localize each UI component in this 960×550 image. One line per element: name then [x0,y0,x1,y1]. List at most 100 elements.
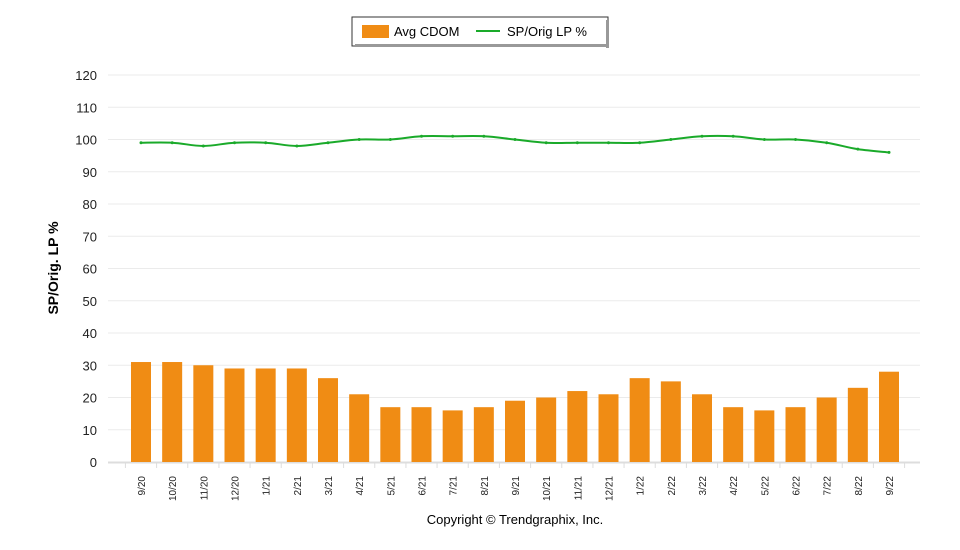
bar [629,378,650,462]
y-tick-label: 60 [83,262,97,277]
line-point [638,141,642,145]
line-point [233,141,236,145]
line-point [451,134,455,138]
y-axis-ticks: 0 10 20 30 40 50 60 70 80 90 100 110 120 [75,68,97,470]
copyright-footer: Copyright © Trendgraphix, Inc. [427,512,604,527]
x-tick-label: 11/21 [573,476,584,501]
line-point [201,144,205,148]
legend-bar-swatch [362,25,389,38]
line-point [482,134,486,138]
line-point [264,141,268,145]
line-point [794,138,797,141]
line-point [731,134,735,138]
x-tick-label: 11/20 [199,476,210,501]
x-tick-label: 6/22 [792,476,803,496]
line-point [825,141,829,145]
bar [442,410,463,462]
y-axis-label: SP/Orig. LP % [45,221,61,315]
x-tick-label: 7/21 [449,476,460,496]
bar [847,387,868,462]
y-tick-label: 40 [83,326,97,341]
bar [286,368,307,462]
bar [411,407,432,462]
y-tick-label: 70 [83,229,97,244]
bar [692,394,712,462]
line-point [388,138,392,141]
bar [723,407,744,462]
bar [473,407,494,462]
x-tick-label: 2/21 [293,476,304,496]
line-point [607,141,610,145]
x-tick-label: 2/22 [667,476,678,496]
y-tick-label: 110 [76,100,97,115]
x-tick-label: 4/21 [355,476,366,496]
line-point [575,141,579,145]
line-point [170,141,174,145]
bar [505,400,525,462]
x-tick-label: 9/21 [511,476,522,496]
y-tick-label: 120 [75,68,97,83]
bar [660,381,681,462]
x-tick-label: 3/21 [324,476,335,496]
line-point [887,150,891,154]
line-point [295,144,299,148]
bar [785,407,806,462]
x-tick-label: 1/21 [262,476,273,496]
x-tick-label: 12/20 [231,476,242,501]
bar [162,362,183,462]
y-tick-label: 0 [90,455,97,470]
x-tick-label: 9/22 [885,476,896,496]
bar [193,365,214,462]
bar [754,410,775,462]
x-tick-label: 8/21 [480,476,491,496]
bar [536,397,557,462]
bar [224,368,245,462]
x-tick-label: 4/22 [729,476,740,496]
line-point [326,141,330,145]
legend-bar-label: Avg CDOM [394,24,460,39]
y-tick-label: 30 [83,358,97,373]
x-tick-label: 1/22 [636,476,647,496]
line-point [856,147,860,151]
bars [131,362,899,462]
x-tick-label: 9/20 [137,476,148,496]
legend-line-label: SP/Orig LP % [507,24,587,39]
y-tick-label: 50 [83,294,97,309]
x-tick-label: 7/22 [823,476,834,496]
line-point [700,134,704,138]
line-point [420,134,423,138]
line-point [139,141,143,145]
bar [131,362,151,462]
bar [318,378,338,462]
y-tick-label: 100 [75,133,97,148]
x-axis-ticks: 9/20 10/20 11/20 12/20 1/21 2/21 3/21 4/21 5/21 6… [108,462,920,501]
x-tick-label: 8/22 [854,476,865,496]
line-point [762,138,766,141]
x-tick-label: 12/21 [605,476,616,501]
bar [567,391,588,462]
x-tick-label: 10/21 [542,476,553,501]
bar [598,394,619,462]
x-tick-label: 10/20 [168,476,179,501]
x-tick-label: 5/22 [760,476,771,496]
line-point [357,138,361,141]
line-point [544,141,548,145]
y-tick-label: 80 [83,197,97,212]
bar [349,394,370,462]
legend: Avg CDOM SP/Orig LP % [351,16,609,48]
bar [879,371,899,462]
x-tick-label: 3/22 [698,476,709,496]
bar [255,368,276,462]
x-tick-label: 5/21 [386,476,397,496]
x-tick-label: 6/21 [418,476,429,496]
line-point [513,138,517,141]
y-tick-label: 90 [83,165,97,180]
line-point [669,138,673,141]
bar [816,397,837,462]
line-series [139,134,891,154]
y-tick-label: 20 [83,391,97,406]
bar [380,407,401,462]
y-tick-label: 10 [83,423,97,438]
